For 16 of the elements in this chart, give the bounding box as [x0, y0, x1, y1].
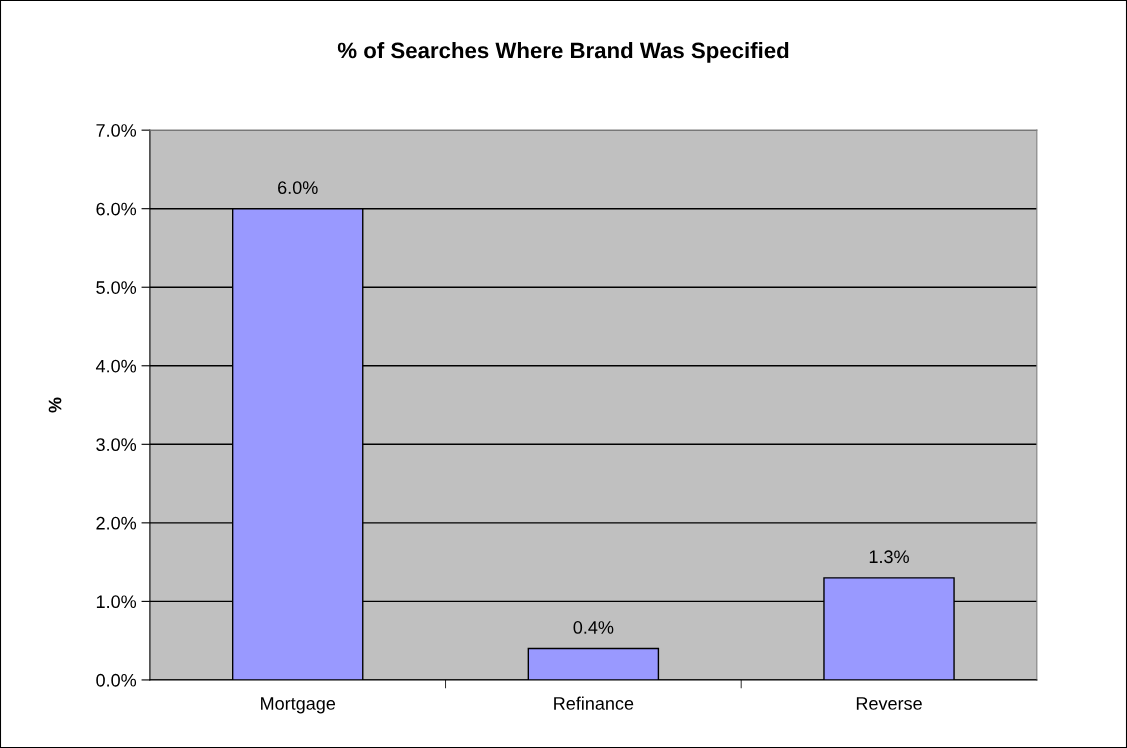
- x-tick-label: Mortgage: [261, 697, 336, 714]
- y-tick-label: 2.0%: [96, 516, 137, 530]
- data-label: 0.4%: [573, 621, 614, 634]
- y-tick-label: 7.0%: [96, 124, 137, 137]
- y-tick-label: 0.0%: [96, 673, 137, 687]
- y-axis-title: %: [48, 397, 62, 413]
- chart-title: % of Searches Where Brand Was Specified: [337, 42, 789, 63]
- y-tick-label: 4.0%: [95, 359, 137, 373]
- y-tick-label: 5.0%: [96, 281, 137, 294]
- y-tick-label: 1.0%: [96, 595, 137, 609]
- y-tick-label: 6.0%: [96, 202, 137, 216]
- y-tick-label: 3.0%: [96, 438, 137, 452]
- data-label: 1.3%: [869, 550, 909, 564]
- data-label: 6.0%: [278, 181, 318, 195]
- x-tick-label: Refinance: [554, 696, 634, 710]
- x-tick-label: Reverse: [856, 697, 922, 710]
